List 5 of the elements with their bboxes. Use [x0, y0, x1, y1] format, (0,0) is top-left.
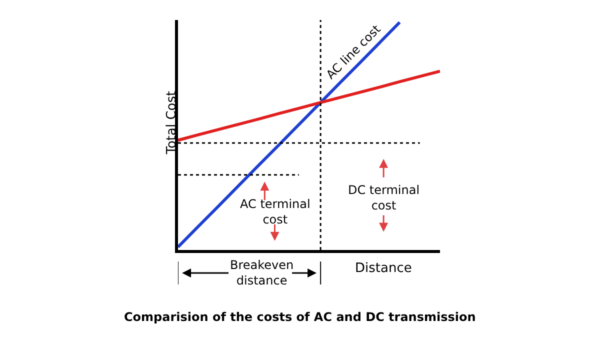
annotation: AC terminal cost: [240, 197, 310, 227]
text: Breakeven distance: [230, 258, 294, 288]
annotation: DC terminal cost: [348, 183, 420, 213]
text: Comparision of the costs of AC and DC transmission: [124, 310, 476, 324]
x-axis-title: Distance: [355, 261, 412, 276]
